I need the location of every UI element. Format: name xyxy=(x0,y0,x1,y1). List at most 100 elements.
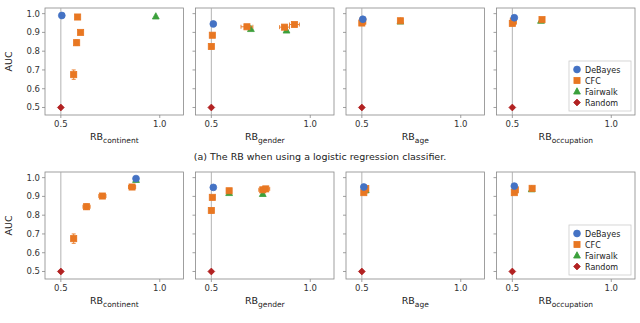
y-tick xyxy=(42,88,45,89)
x-tick-label: 0.5 xyxy=(54,283,68,293)
error-cap xyxy=(72,243,76,244)
series xyxy=(208,268,215,275)
y-tick-label: 0.8 xyxy=(26,210,40,220)
legend-label: Random xyxy=(585,99,618,108)
error-cap xyxy=(289,23,290,27)
point xyxy=(75,14,81,20)
y-tick xyxy=(42,196,45,197)
legend-marker xyxy=(574,99,581,106)
point xyxy=(358,104,365,111)
plot-frame xyxy=(497,172,636,279)
y-tick xyxy=(193,69,196,70)
y-tick-label: 0.6 xyxy=(26,248,40,258)
series xyxy=(511,183,518,190)
y-tick xyxy=(193,32,196,33)
point xyxy=(58,12,65,19)
error-bar xyxy=(71,70,76,79)
x-tick xyxy=(611,115,612,118)
reference-line xyxy=(60,8,61,115)
y-tick xyxy=(343,107,346,108)
x-tick-label: 1.0 xyxy=(303,119,317,129)
panel: 0.51.0RBgender xyxy=(193,8,335,145)
plot-area xyxy=(358,8,403,115)
legend-label: CFC xyxy=(585,77,601,86)
y-tick xyxy=(494,252,497,253)
legend-marker xyxy=(574,77,580,83)
y-tick-label: 1.0 xyxy=(26,9,40,19)
error-cap xyxy=(261,187,262,191)
y-tick xyxy=(193,215,196,216)
y-tick xyxy=(42,69,45,70)
error-cap xyxy=(269,187,270,191)
legend-marker xyxy=(574,241,580,247)
x-axis-label: RBage xyxy=(402,295,429,309)
x-tick-label: 1.0 xyxy=(604,283,618,293)
y-tick-label: 0.5 xyxy=(26,102,40,112)
series xyxy=(359,16,366,23)
x-tick xyxy=(460,115,461,118)
series xyxy=(397,18,404,24)
y-tick xyxy=(42,13,45,14)
y-tick xyxy=(42,51,45,52)
error-cap xyxy=(279,25,280,29)
legend-label: DeBayes xyxy=(585,230,620,239)
series xyxy=(58,12,65,19)
point xyxy=(360,184,367,191)
point xyxy=(511,14,518,21)
y-tick xyxy=(343,177,346,178)
x-tick-label: 1.0 xyxy=(604,119,618,129)
point xyxy=(397,18,404,24)
series xyxy=(133,176,140,182)
y-tick xyxy=(343,32,346,33)
x-tick-label: 1.0 xyxy=(454,119,468,129)
point xyxy=(529,185,535,191)
point xyxy=(509,268,516,275)
plot-area xyxy=(208,172,270,279)
series xyxy=(538,17,545,23)
y-tick xyxy=(42,271,45,272)
caption: (a) The RB when using a logistic regress… xyxy=(194,151,447,162)
point xyxy=(528,186,535,192)
series xyxy=(358,268,365,275)
point xyxy=(281,24,287,30)
x-tick-label: 0.5 xyxy=(54,119,68,129)
y-tick xyxy=(494,32,497,33)
y-tick xyxy=(494,233,497,234)
y-tick xyxy=(42,252,45,253)
legend-box xyxy=(569,61,631,111)
plot-area xyxy=(509,172,535,279)
x-tick-label: 0.5 xyxy=(506,119,520,129)
series xyxy=(57,268,64,275)
x-tick-label: 1.0 xyxy=(153,283,167,293)
point xyxy=(133,176,140,182)
x-tick xyxy=(60,115,61,118)
plot-area xyxy=(57,8,159,115)
y-tick-label: 0.7 xyxy=(26,229,40,239)
x-axis-label: RBcontinent xyxy=(90,131,139,145)
series xyxy=(208,104,215,111)
legend-label: Fairwalk xyxy=(585,252,618,261)
point xyxy=(358,268,365,275)
x-tick xyxy=(60,279,61,282)
point xyxy=(244,24,250,30)
y-tick xyxy=(193,233,196,234)
error-bar xyxy=(71,234,76,243)
x-tick xyxy=(159,279,160,282)
legend: DeBayesCFCFairwalkRandom xyxy=(569,61,631,111)
point xyxy=(226,188,232,194)
point xyxy=(133,175,140,182)
y-tick xyxy=(494,215,497,216)
legend-marker xyxy=(574,88,581,94)
y-tick xyxy=(193,51,196,52)
x-axis-label: RBage xyxy=(402,131,429,145)
plot-area xyxy=(57,172,139,279)
error-cap xyxy=(241,25,242,29)
series xyxy=(208,186,269,214)
y-tick xyxy=(494,196,497,197)
series xyxy=(509,104,516,111)
y-tick xyxy=(494,51,497,52)
plot-area xyxy=(358,172,369,279)
x-tick-label: 0.5 xyxy=(355,119,369,129)
x-tick-label: 0.5 xyxy=(205,283,219,293)
point xyxy=(99,193,105,199)
